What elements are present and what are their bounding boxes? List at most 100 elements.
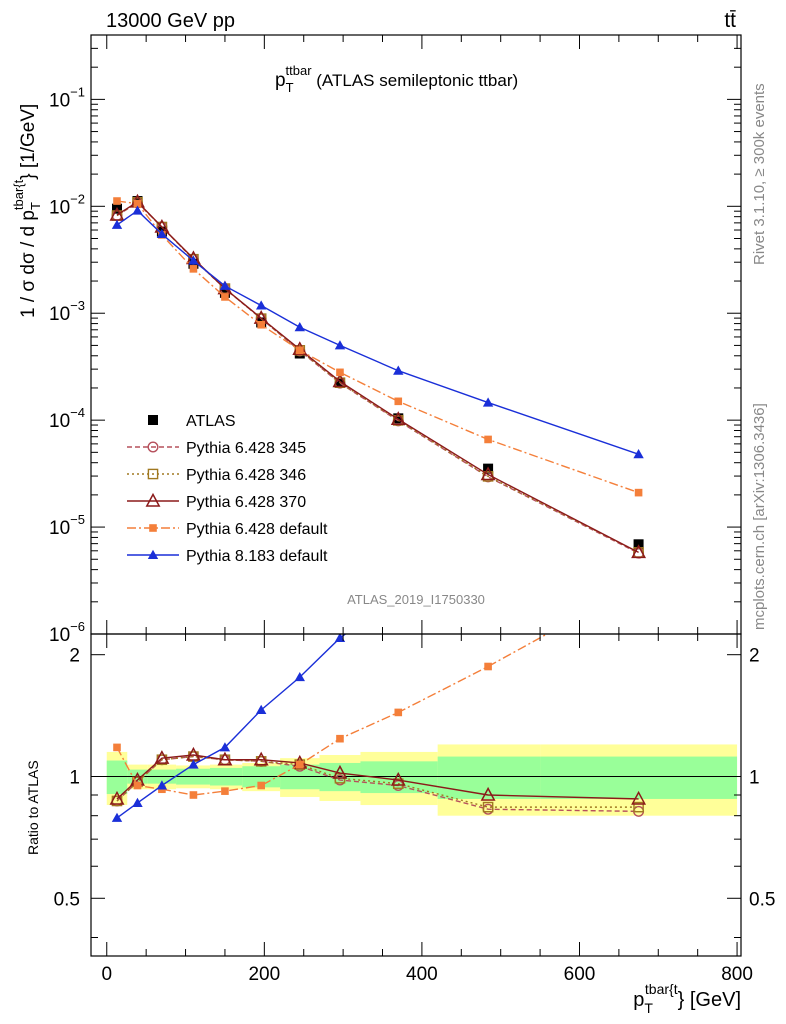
ratio-marker-2 — [332, 764, 348, 779]
y-tick-mantissa: 10 — [49, 304, 70, 325]
ratio-marker-2 — [631, 790, 647, 805]
series-marker-4 — [294, 322, 305, 332]
plot-title-sub: T — [286, 80, 294, 95]
y-tick-label-ratio-right: 2 — [749, 646, 760, 667]
y-tick-label-ratio-left: 0.5 — [54, 889, 80, 910]
process-label: tt̄ — [724, 9, 736, 32]
ratio-marker-3 — [484, 662, 492, 671]
series-marker-4 — [633, 449, 644, 459]
ratio-marker-4 — [334, 634, 346, 642]
plot-title-symbol: p — [275, 70, 286, 91]
series-marker-3 — [336, 368, 344, 377]
ratio-line-3 — [116, 634, 549, 796]
y-tick-label-top: 10−2 — [49, 191, 85, 218]
x-tick-label: 200 — [248, 964, 280, 985]
y-tick-label-top: 10−6 — [49, 619, 85, 646]
series-marker-4 — [156, 228, 168, 239]
ratio-marker-2 — [217, 751, 233, 766]
y-axis-label-ratio: Ratio to ATLAS — [25, 760, 41, 855]
y-tick-mantissa: 10 — [49, 411, 70, 432]
y-tick-label-top: 10−5 — [49, 512, 85, 539]
ratio-marker-3 — [189, 791, 198, 799]
plot-title: pTttbar (ATLAS semileptonic ttbar) — [275, 63, 518, 95]
ratio-marker-2 — [154, 750, 170, 764]
beam-label: 13000 GeV pp — [106, 10, 235, 32]
y-tick-label-ratio-left: 2 — [69, 646, 80, 667]
rivet-label: Rivet 3.1.10, ≥ 300k events — [751, 83, 768, 265]
ratio-marker-4 — [156, 780, 168, 790]
ratio-marker-4 — [111, 812, 123, 822]
x-tick-label: 800 — [721, 964, 753, 985]
ratio-line-2 — [116, 754, 639, 800]
series-marker-2 — [480, 466, 496, 481]
ratio-marker-3 — [113, 743, 121, 752]
series-line-1 — [116, 201, 639, 553]
series-marker-4 — [393, 365, 404, 375]
y-tick-label-ratio-right: 0.5 — [749, 889, 775, 910]
ratio-line-1 — [116, 755, 639, 808]
legend-marker-3 — [149, 524, 157, 532]
y-axis-label-top-post: } [1/GeV] — [18, 104, 39, 180]
y-tick-label-top: 10−3 — [49, 298, 85, 325]
legend-label-0: Pythia 6.428 345 — [186, 440, 306, 457]
series-marker-4 — [188, 255, 199, 265]
ratio-marker-4 — [219, 742, 231, 752]
ratio-marker-2 — [253, 751, 269, 766]
series-marker-3 — [113, 197, 121, 205]
series-marker-3 — [257, 320, 265, 329]
ratio-marker-3 — [133, 781, 142, 790]
legend-label-atlas: ATLAS — [186, 413, 236, 430]
series-marker-3 — [221, 293, 229, 301]
x-tick-label: 0 — [101, 964, 112, 985]
y-tick-label-ratio-left: 1 — [69, 767, 80, 788]
legend-marker-2 — [145, 492, 161, 507]
series-marker-3 — [295, 346, 304, 355]
plot-title-sup: ttbar — [286, 63, 313, 78]
x-axis-label-rest: } [GeV] — [678, 989, 741, 1011]
y-tick-label-top: 10−1 — [49, 84, 85, 111]
y-tick-mantissa: 10 — [49, 197, 70, 218]
series-marker-4 — [111, 219, 123, 229]
ratio-marker-4 — [294, 671, 305, 682]
y-tick-exponent: −3 — [70, 298, 85, 313]
legend-label-4: Pythia 8.183 default — [186, 548, 328, 565]
y-axis-label-top: 1 / σ dσ / d pTtbar{t} [1/GeV] — [11, 104, 43, 318]
legend-marker-1 — [147, 468, 159, 480]
x-axis-label: pTtbar{t} [GeV] — [633, 981, 741, 1016]
plot-title-rest: (ATLAS semileptonic ttbar) — [312, 71, 519, 90]
series-marker-4 — [334, 340, 346, 350]
legend-marker-4 — [147, 549, 159, 559]
data-point-atlas — [393, 413, 404, 424]
y-axis-label-top-pre: 1 / σ dσ / d p — [18, 210, 39, 318]
series-line-2 — [116, 200, 639, 553]
series-marker-4 — [255, 300, 267, 310]
ratio-marker-2 — [390, 771, 406, 786]
series-marker-2 — [631, 544, 647, 559]
ratio-marker-2 — [109, 790, 125, 805]
y-tick-exponent: −2 — [70, 191, 85, 206]
ratio-marker-3 — [257, 781, 265, 790]
ratio-marker-4 — [188, 759, 199, 769]
x-axis-label-symbol: p — [633, 989, 644, 1011]
mcplots-label: mcplots.cern.ch [arXiv:1306.3436] — [751, 403, 768, 630]
series-marker-3 — [394, 397, 403, 406]
legend-label-3: Pythia 6.428 default — [186, 521, 328, 538]
ratio-marker-3 — [394, 708, 403, 717]
y-tick-label-top: 10−4 — [49, 405, 85, 432]
y-tick-exponent: −5 — [70, 512, 85, 527]
ratio-marker-1 — [633, 801, 644, 813]
ratio-marker-1 — [482, 801, 494, 813]
main-panel-plot — [109, 193, 647, 559]
legend: ATLAS Pythia 6.428 345 Pythia 6.428 346 Pyt… — [127, 413, 328, 565]
axes: 0 200 400 600 80010−610−510−410−310−210−10.5… — [49, 34, 775, 985]
x-tick-label: 400 — [406, 964, 438, 985]
series-marker-3 — [189, 265, 198, 273]
ratio-marker-3 — [221, 787, 229, 795]
y-tick-exponent: −6 — [70, 619, 85, 634]
series-marker-3 — [634, 488, 643, 497]
series-marker-3 — [484, 435, 492, 444]
stat-uncertainty-band — [106, 760, 128, 795]
y-tick-mantissa: 10 — [49, 518, 70, 539]
legend-label-2: Pythia 6.428 370 — [186, 494, 306, 511]
